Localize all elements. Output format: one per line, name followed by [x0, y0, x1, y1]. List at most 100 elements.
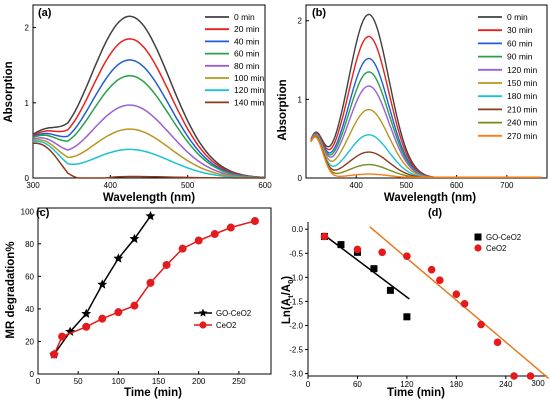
panel-a-x-tick-label: 600 — [258, 181, 272, 190]
panel-d-y-tick-label: -1.0 — [289, 273, 303, 282]
panel-d-square-point — [386, 286, 394, 294]
panel-d-x-tick-label: 240 — [499, 380, 513, 389]
panel-a-series-line — [32, 15, 266, 179]
panel-c-label: (c) — [36, 207, 50, 219]
panel-d-circle-point — [353, 245, 362, 254]
panel-d-legend-label: GO-CeO2 — [486, 233, 521, 242]
panel-a-x-tick-label: 500 — [181, 181, 195, 190]
panel-b-legend-label: 210 min — [507, 104, 538, 114]
panel-c-plot-frame — [37, 207, 272, 375]
panel-d-legend-square — [474, 233, 482, 241]
panel-c-x-tick-label: 200 — [192, 377, 206, 386]
panel-b-label: (b) — [312, 7, 326, 19]
panel-d-square-point — [337, 241, 345, 249]
panel-a-legend-label: 80 min — [234, 61, 260, 71]
panel-c-circle-point — [250, 217, 259, 226]
panel-a-series-line — [32, 59, 266, 179]
panel-b-x-tick-label: 600 — [450, 181, 464, 190]
panel-c-circle-point — [82, 322, 91, 331]
panel-c-x-tick-label: 250 — [232, 377, 246, 386]
panel-c-x-tick-label: 0 — [36, 377, 41, 386]
panel-d-circle-point — [493, 338, 502, 347]
panel-a-legend-label: 60 min — [234, 49, 260, 59]
panel-b-legend-label: 150 min — [507, 78, 538, 88]
panel-c-legend-label: CeO2 — [216, 321, 236, 330]
panel-a-legend-label: 40 min — [234, 36, 260, 46]
panel-d-circle-point — [477, 320, 485, 329]
panel-b-x-tick-label: 500 — [400, 181, 414, 190]
panel-a-x-tick-label: 400 — [104, 181, 118, 190]
panel-a-series-line — [32, 38, 266, 179]
panel-c-circle-point — [50, 350, 59, 359]
panel-b-legend-label: 270 min — [507, 131, 538, 141]
panel-d-circle-point — [526, 372, 535, 380]
panel-d-circle-point — [403, 252, 411, 260]
panel-b-legend-label: 90 min — [507, 52, 533, 62]
panel-c-star-point — [129, 233, 140, 244]
panel-d: (d) Time (min) Ln(At/A0) 0 60 120 180 240 300… — [281, 207, 550, 399]
panel-a-legend-label: 140 min — [234, 97, 265, 107]
panel-c-x-axis-title: Time (min) — [124, 387, 182, 399]
panel-b-legend-label: 120 min — [507, 65, 538, 75]
panel-a-series-line — [32, 140, 265, 179]
panel-b-x-tick-label: 700 — [500, 181, 514, 190]
panel-c-star-point — [97, 279, 108, 289]
panel-b-legend-label: 30 min — [507, 25, 533, 35]
panel-a-series-line — [33, 142, 265, 179]
panel-b-series-line — [310, 136, 542, 178]
panel-b-y-tick-label: 1 — [298, 95, 303, 104]
panel-d-square-point — [370, 265, 378, 273]
ylabel-part: Ln(A — [281, 298, 293, 324]
panel-d-y-tick-label: 0.0 — [292, 225, 304, 234]
panel-a-series-line — [32, 104, 265, 179]
panel-c-legend-star — [198, 308, 208, 317]
panel-a-y-tick-label: 0 — [25, 174, 30, 183]
panel-d-y-tick-label: -3.0 — [289, 370, 303, 379]
panel-c-circle-point — [210, 230, 219, 239]
panel-c: (c) Time (min) MR degradation% 0 50 100 150… — [5, 207, 272, 399]
panel-c-circle-point — [146, 278, 155, 287]
panel-d-x-tick-label: 300 — [531, 379, 545, 388]
panel-c-circle-point — [194, 236, 203, 245]
panel-d-x-tick-label: 180 — [450, 380, 464, 389]
panel-c-circle-point — [130, 301, 139, 310]
panel-d-circle-point — [427, 265, 436, 274]
panel-a-plot-frame — [32, 4, 266, 179]
panel-d-y-tick-label: -2.0 — [289, 321, 303, 330]
panel-d-circle-point — [460, 300, 469, 308]
panel-a-series-line — [32, 74, 265, 179]
panel-c-legend-label: GO-CeO2 — [216, 309, 251, 318]
panel-d-circle-point — [378, 248, 386, 257]
panel-d-legend-label: CeO2 — [486, 244, 506, 253]
panel-d-y-axis-title: Ln(At/A0) — [281, 276, 295, 324]
panel-c-circle-point — [226, 223, 235, 232]
panel-d-y-tick-label: -1.5 — [289, 297, 303, 306]
panel-d-legend-circle — [474, 244, 482, 252]
panel-a-legend-label: 100 min — [234, 73, 265, 83]
panel-c-star-point — [145, 210, 156, 221]
panel-a-series-line — [32, 128, 265, 179]
ylabel-sub-t: t — [286, 295, 295, 298]
panel-b-x-axis-title: Wavelength (nm) — [384, 192, 476, 204]
panel-c-y-tick-label: 40 — [25, 305, 34, 314]
panel-d-x-axis-title: Time (min) — [387, 387, 445, 399]
panel-d-circle-point — [320, 232, 329, 241]
panel-c-star-point — [81, 308, 92, 318]
panel-b-y-tick-label: 0 — [298, 174, 303, 183]
panel-d-y-tick-label: -0.5 — [289, 249, 303, 258]
panel-c-legend-circle — [199, 321, 207, 329]
panel-a-legend-label: 20 min — [234, 24, 260, 34]
panel-c-star-point — [113, 253, 124, 263]
panel-c-circle-point — [58, 332, 67, 341]
ylabel-part: /A — [281, 284, 293, 296]
panel-c-y-tick-label: 0 — [30, 370, 35, 379]
panel-d-circle-point — [510, 372, 518, 380]
panel-c-y-tick-label: 20 — [25, 337, 34, 346]
panel-a-y-tick-label: 2 — [25, 24, 30, 33]
panel-a-y-tick-label: 1 — [25, 99, 30, 108]
panel-c-x-tick-label: 150 — [152, 377, 166, 386]
panel-b-legend-label: 180 min — [507, 91, 538, 101]
panel-a-x-axis-title: Wavelength (nm) — [103, 192, 195, 204]
